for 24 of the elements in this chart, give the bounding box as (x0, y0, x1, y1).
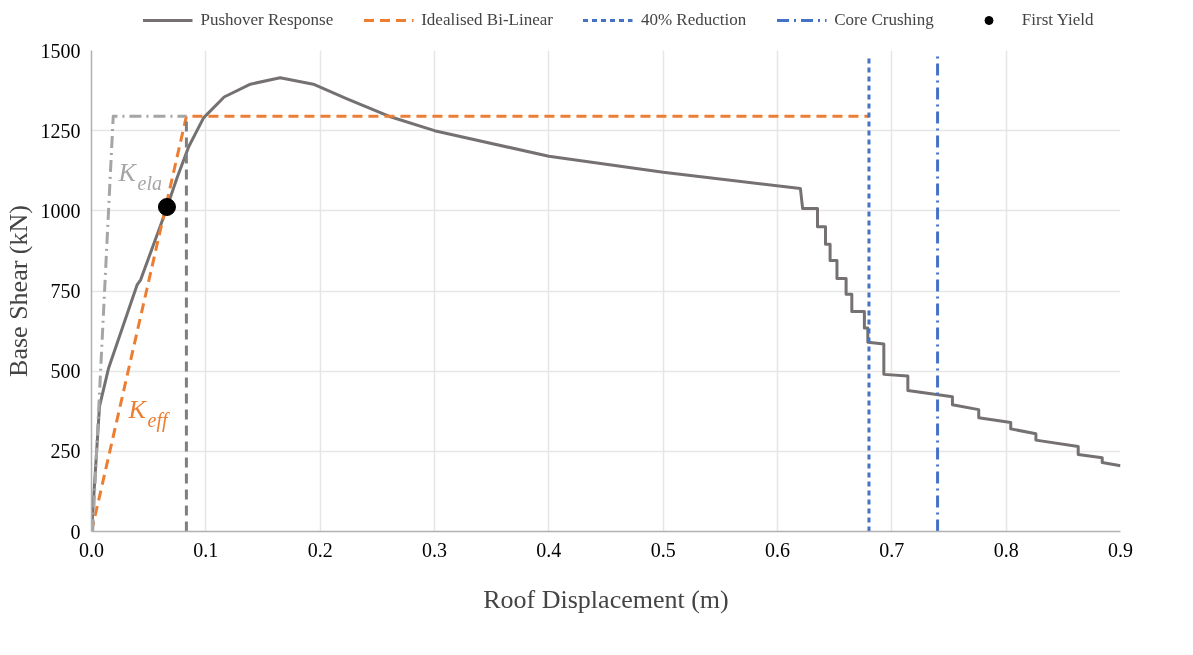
y-tick-label: 1250 (40, 119, 81, 142)
x-tick-label: 0.5 (650, 538, 676, 561)
y-tick-label: 750 (50, 280, 81, 302)
x-tick-label: 0.6 (765, 538, 790, 561)
x-tick-label: 0.7 (879, 538, 905, 561)
legend-label: Core Crushing (834, 10, 934, 30)
y-tick-label: 1500 (40, 39, 81, 62)
y-axis-title: Base Shear (kN) (3, 205, 33, 377)
x-tick-label: 0.2 (307, 538, 333, 561)
x-tick-label: 0.1 (193, 538, 219, 561)
legend-label: First Yield (1021, 10, 1094, 30)
legend-label: Idealised Bi-Linear (421, 10, 553, 30)
x-tick-label: 0.4 (536, 538, 562, 561)
y-tick-label: 0 (70, 520, 81, 543)
y-tick-label: 1000 (40, 199, 81, 222)
x-tick-label: 0.8 (993, 538, 1019, 561)
legend-label: Pushover Response (200, 10, 334, 30)
y-tick-label: 250 (50, 440, 81, 463)
x-axis-title: Roof Displacement (m) (483, 584, 729, 614)
x-tick-label: 0.3 (422, 538, 447, 561)
x-tick-label: 0.9 (1108, 538, 1133, 561)
x-tick-label: 0.0 (79, 538, 104, 561)
y-tick-label: 500 (50, 360, 81, 383)
legend-label: 40% Reduction (640, 10, 747, 30)
